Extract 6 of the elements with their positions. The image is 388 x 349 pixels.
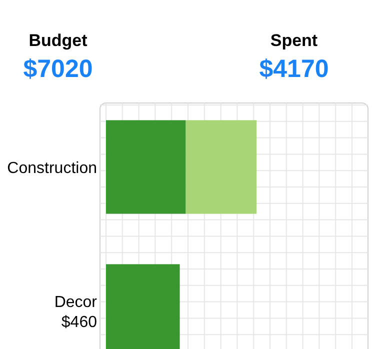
text: Budget [28,31,88,50]
y-tick-label: Decor $460 [54,294,98,331]
text: $7020 [23,55,93,83]
y-tick-label: Construction [7,160,97,177]
text: $4170 [259,55,329,83]
text: Spent [270,31,318,50]
